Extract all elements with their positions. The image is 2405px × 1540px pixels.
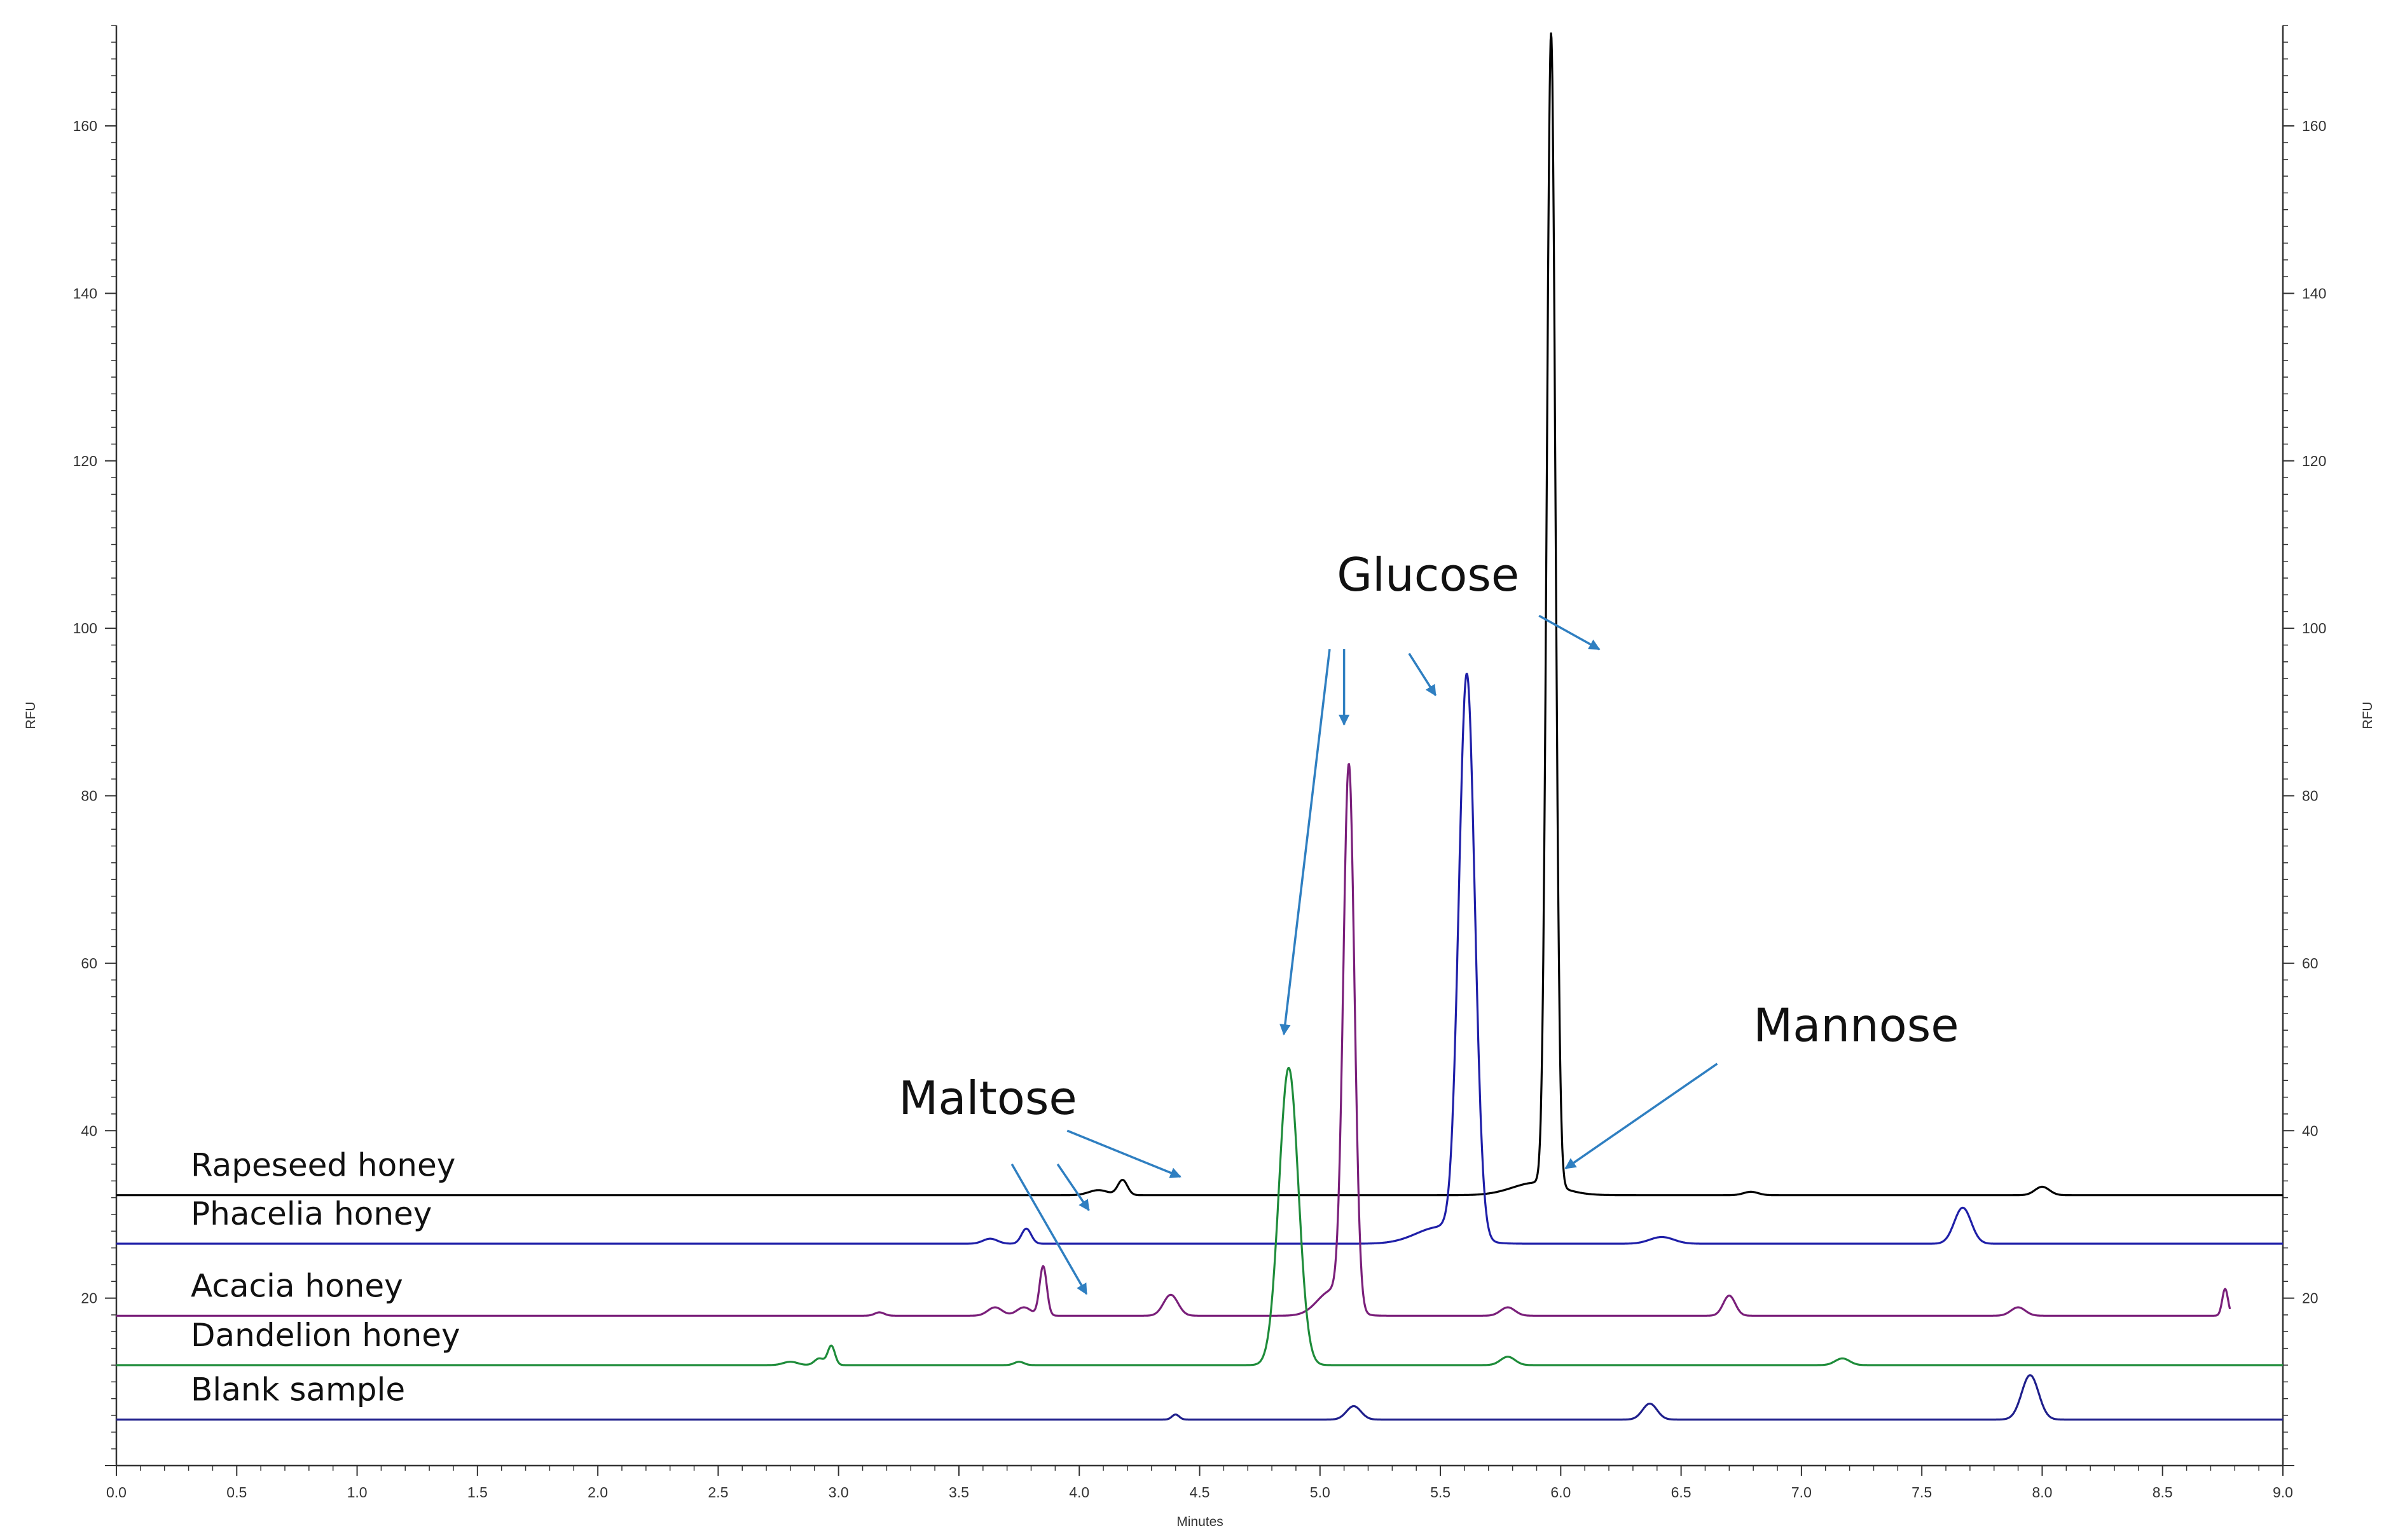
peak-annotations: Glucose Mannose Maltose	[899, 548, 1959, 1295]
annotation-arrow-glucose-2	[1408, 652, 1437, 696]
annotation-arrow-maltose-2	[1056, 1163, 1090, 1211]
annotation-arrow-glucose-4	[1279, 649, 1331, 1036]
series-trace-2	[116, 672, 2284, 1245]
annotation-arrow-glucose-1	[1538, 614, 1601, 650]
annotation-arrow-maltose-3	[1010, 1164, 1088, 1295]
tick-marks	[105, 25, 2294, 1476]
x-tick-label: 8.5	[2153, 1484, 2173, 1501]
annotation-label-glucose: Glucose	[1337, 548, 1519, 602]
x-tick-label: 1.0	[347, 1484, 368, 1501]
x-tick-label: 1.5	[467, 1484, 488, 1501]
y-tick-label-right: 100	[2302, 620, 2326, 636]
annotation-label-maltose: Maltose	[899, 1071, 1077, 1125]
series-label-4: Dandelion honey	[191, 1317, 460, 1354]
series-label-2: Phacelia honey	[191, 1195, 432, 1232]
annotation-arrow-mannose-1	[1564, 1062, 1718, 1169]
x-tick-label: 0.5	[226, 1484, 247, 1501]
tick-labels: 0.0 0.5 1.0 1.5 2.0 2.5 3.0 3.5 4.0 4.5 5.0 5.5 6.0 6…	[73, 118, 2327, 1501]
x-tick-label: 6.0	[1550, 1484, 1571, 1501]
x-tick-label: 5.0	[1310, 1484, 1330, 1501]
x-tick-label: 7.5	[1912, 1484, 1932, 1501]
x-tick-label: 4.5	[1190, 1484, 1210, 1501]
y-tick-label-left: 20	[81, 1290, 97, 1307]
x-tick-label: 8.0	[2032, 1484, 2052, 1501]
y-tick-label-left: 100	[73, 620, 97, 636]
y-tick-label-left: 160	[73, 118, 97, 134]
series-trace-3	[116, 762, 2231, 1317]
series-trace-5	[116, 1374, 2284, 1421]
annotation-arrow-maltose-1	[1066, 1129, 1182, 1178]
series-trace-1	[116, 32, 2284, 1197]
y-tick-label-left: 80	[81, 788, 97, 804]
y-tick-label-right: 160	[2302, 118, 2326, 134]
series-labels: Rapeseed honey Phacelia honey Acacia honey…	[191, 1147, 460, 1408]
axes	[115, 25, 2284, 1467]
series-label-3: Acacia honey	[191, 1267, 403, 1304]
x-tick-label: 3.5	[949, 1484, 969, 1501]
x-tick-label: 6.5	[1671, 1484, 1692, 1501]
x-tick-label: 5.5	[1430, 1484, 1451, 1501]
series-trace-4	[116, 1066, 2284, 1366]
series-label-5: Blank sample	[191, 1372, 405, 1408]
y-tick-label-left: 120	[73, 453, 97, 469]
x-axis-title: Minutes	[1176, 1515, 1223, 1529]
x-tick-label: 0.0	[106, 1484, 127, 1501]
x-tick-label: 2.0	[588, 1484, 608, 1501]
y-axis-title-left: RFU	[24, 701, 38, 729]
y-tick-label-left: 40	[81, 1122, 97, 1139]
x-tick-label: 9.0	[2273, 1484, 2293, 1501]
y-tick-label-left: 60	[81, 955, 97, 972]
y-tick-label-left: 140	[73, 285, 97, 301]
y-tick-label-right: 120	[2302, 453, 2326, 469]
x-tick-label: 7.0	[1791, 1484, 1812, 1501]
x-tick-label: 4.0	[1069, 1484, 1089, 1501]
series-traces	[116, 32, 2284, 1421]
y-tick-label-right: 80	[2302, 788, 2319, 804]
x-tick-label: 2.5	[708, 1484, 728, 1501]
y-tick-label-right: 140	[2302, 285, 2326, 301]
y-tick-label-right: 20	[2302, 1290, 2319, 1307]
y-tick-label-right: 60	[2302, 955, 2319, 972]
y-tick-label-right: 40	[2302, 1122, 2319, 1139]
annotation-label-mannose: Mannose	[1753, 998, 1959, 1052]
y-axis-title-right: RFU	[2360, 701, 2375, 729]
series-label-1: Rapeseed honey	[191, 1147, 455, 1184]
x-tick-label: 3.0	[829, 1484, 849, 1501]
